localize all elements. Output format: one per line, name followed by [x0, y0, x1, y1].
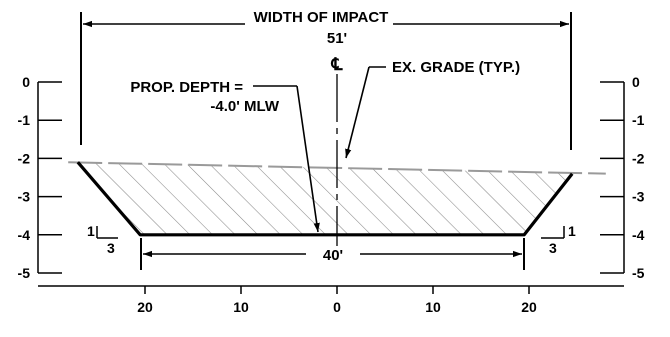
bottom-axis-tick-label: 10 — [425, 299, 441, 315]
proposed-depth-leader — [296, 85, 320, 233]
existing-grade-label: EX. GRADE (TYP.) — [392, 59, 520, 76]
proposed-section-line — [76, 161, 574, 237]
bottom-station-axis: 20 10 0 10 20 — [38, 285, 624, 315]
slope-left-rise: 1 — [87, 223, 95, 239]
width-of-impact-dimension: WIDTH OF IMPACT 51' — [80, 9, 572, 150]
right-axis-tick-label: -3 — [632, 189, 645, 205]
bottom-axis-tick-label: 20 — [137, 299, 153, 315]
right-elevation-axis: 0 -1 -2 -3 -4 -5 — [600, 74, 645, 281]
width-of-impact-value: 51' — [327, 30, 347, 47]
centerline-symbol: ℄ — [331, 55, 344, 74]
slope-indicator-right: 1 3 — [541, 223, 576, 256]
bottom-width-dimension: 40' — [140, 238, 525, 270]
existing-grade-callout: EX. GRADE (TYP.) — [345, 59, 520, 159]
bottom-axis-tick-label: 20 — [521, 299, 537, 315]
right-axis-tick-label: 0 — [632, 74, 640, 90]
right-axis-tick-label: -4 — [632, 227, 645, 243]
proposed-depth-label-line2: -4.0' MLW — [210, 98, 279, 115]
left-axis-tick-label: 0 — [22, 74, 30, 90]
left-axis-tick-label: -5 — [18, 265, 31, 281]
left-axis-tick-label: -4 — [18, 227, 31, 243]
left-elevation-axis: 0 -1 -2 -3 -4 -5 — [18, 74, 62, 281]
centerline: ℄ — [331, 55, 344, 246]
bottom-axis-tick-label: 10 — [233, 299, 249, 315]
left-axis-tick-label: -1 — [18, 112, 31, 128]
bottom-axis-tick-label: 0 — [333, 299, 341, 315]
left-axis-tick-label: -3 — [18, 189, 31, 205]
left-axis-tick-label: -2 — [18, 150, 31, 166]
existing-grade-leader — [345, 66, 370, 159]
slope-left-run: 3 — [107, 240, 115, 256]
right-axis-tick-label: -5 — [632, 265, 645, 281]
width-of-impact-label: WIDTH OF IMPACT — [254, 9, 389, 26]
slope-right-run: 3 — [549, 240, 557, 256]
bottom-width-label: 40' — [323, 247, 343, 264]
right-axis-tick-label: -2 — [632, 150, 645, 166]
proposed-depth-label-line1: PROP. DEPTH = — [130, 79, 243, 96]
right-axis-tick-label: -1 — [632, 112, 645, 128]
slope-indicator-left: 1 3 — [87, 223, 118, 256]
slope-right-rise: 1 — [568, 223, 576, 239]
proposed-depth-callout: PROP. DEPTH = -4.0' MLW — [130, 79, 320, 233]
dredge-area-hatch — [77, 162, 573, 235]
